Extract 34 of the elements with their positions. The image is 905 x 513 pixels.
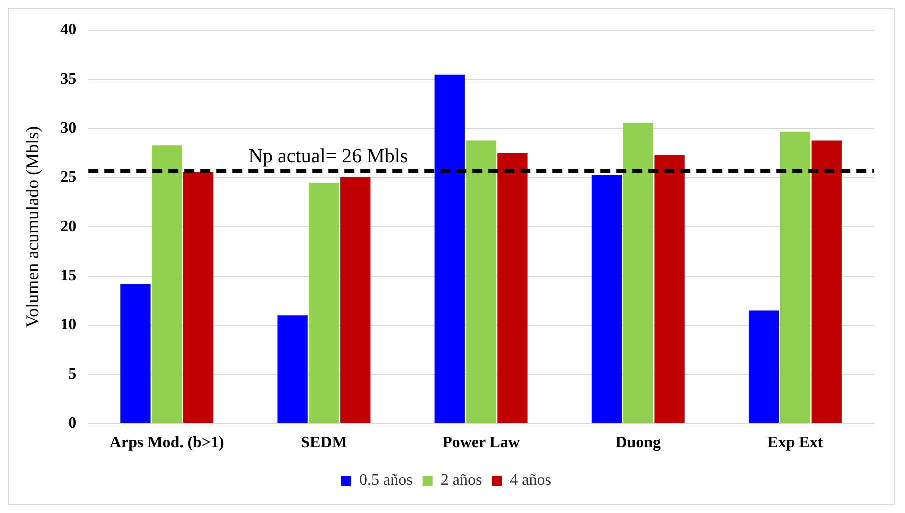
bar bbox=[748, 310, 780, 424]
bar bbox=[654, 155, 685, 424]
x-tick-label: Exp Ext bbox=[768, 434, 824, 452]
bar bbox=[498, 153, 528, 424]
bar bbox=[592, 175, 622, 424]
bar bbox=[183, 172, 214, 424]
y-tick-label: 30 bbox=[60, 120, 77, 138]
bar bbox=[434, 74, 465, 424]
legend-label: 0.5 años bbox=[360, 472, 413, 490]
bar bbox=[466, 140, 496, 424]
legend-label: 2 años bbox=[440, 472, 482, 490]
bar bbox=[120, 284, 151, 424]
y-tick-label: 15 bbox=[60, 267, 77, 284]
y-tick-label: 40 bbox=[60, 22, 77, 39]
ref-line-label: Np actual= 26 Mbls bbox=[248, 145, 408, 168]
bar bbox=[278, 316, 308, 424]
y-tick-label: 25 bbox=[60, 169, 77, 186]
y-tick-label: 0 bbox=[68, 414, 77, 432]
x-tick-label: SEDM bbox=[301, 434, 348, 452]
y-tick-label: 5 bbox=[68, 366, 77, 383]
bar bbox=[780, 132, 811, 424]
y-tick-label: 20 bbox=[60, 218, 77, 236]
y-tick-label: 10 bbox=[60, 316, 77, 334]
bar bbox=[812, 140, 842, 424]
bar bbox=[309, 182, 340, 424]
y-tick-label: 35 bbox=[60, 70, 77, 88]
x-tick-label: Arps Mod. (b>1) bbox=[110, 434, 224, 452]
bar bbox=[340, 177, 371, 424]
y-axis-title: Volumen acumulado (Mbls) bbox=[22, 126, 43, 328]
legend-label: 4 años bbox=[510, 472, 552, 490]
x-tick-label: Power Law bbox=[442, 434, 520, 452]
x-tick-label: Duong bbox=[616, 434, 662, 452]
bar bbox=[623, 123, 654, 424]
bar bbox=[152, 146, 182, 424]
